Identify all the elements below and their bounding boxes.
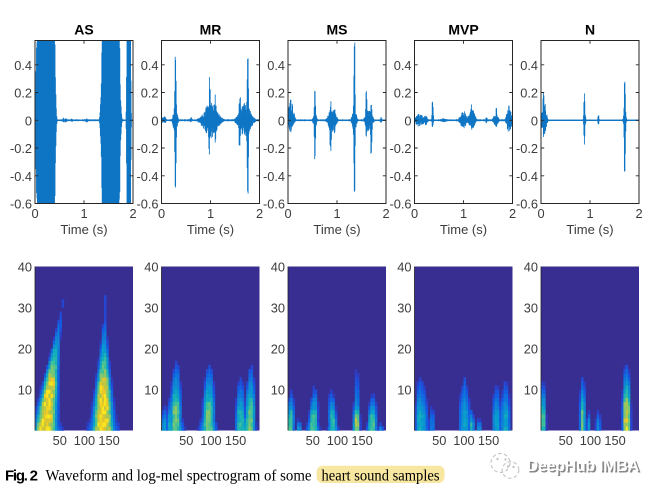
svg-text:Time (s): Time (s) <box>566 222 613 237</box>
svg-text:-0.4: -0.4 <box>389 169 411 184</box>
svg-text:MS: MS <box>327 22 348 38</box>
svg-text:0.4: 0.4 <box>14 58 32 73</box>
svg-text:100: 100 <box>200 433 221 448</box>
svg-text:Waveform and log-mel spectrogr: Waveform and log-mel spectrogram of some <box>46 468 312 485</box>
svg-text:50: 50 <box>306 433 320 448</box>
svg-text:0.2: 0.2 <box>141 86 159 101</box>
svg-text:0.4: 0.4 <box>394 58 412 73</box>
svg-text:Time (s): Time (s) <box>60 222 107 237</box>
svg-text:40: 40 <box>144 260 158 275</box>
svg-text:0: 0 <box>31 206 38 221</box>
svg-text:50: 50 <box>53 433 67 448</box>
svg-text:-0.4: -0.4 <box>10 169 32 184</box>
svg-text:0: 0 <box>531 114 538 129</box>
svg-text:50: 50 <box>432 433 446 448</box>
svg-text:10: 10 <box>524 383 538 398</box>
svg-text:100: 100 <box>580 433 601 448</box>
svg-text:1: 1 <box>586 206 593 221</box>
svg-text:0.2: 0.2 <box>394 86 412 101</box>
svg-text:Time (s): Time (s) <box>440 222 487 237</box>
svg-text:AS: AS <box>74 22 93 38</box>
svg-text:30: 30 <box>18 301 32 316</box>
svg-text:0.4: 0.4 <box>141 58 159 73</box>
svg-text:20: 20 <box>18 342 32 357</box>
svg-text:2: 2 <box>635 206 642 221</box>
svg-text:-0.2: -0.2 <box>10 141 32 156</box>
svg-text:Time (s): Time (s) <box>187 222 234 237</box>
svg-text:1: 1 <box>207 206 214 221</box>
svg-text:0.4: 0.4 <box>520 58 538 73</box>
svg-text:50: 50 <box>179 433 193 448</box>
svg-text:1: 1 <box>460 206 467 221</box>
svg-text:-0.2: -0.2 <box>136 141 158 156</box>
svg-text:1: 1 <box>80 206 87 221</box>
svg-text:0: 0 <box>25 114 32 129</box>
svg-text:-0.6: -0.6 <box>263 197 285 212</box>
svg-text:40: 40 <box>271 260 285 275</box>
svg-text:Fig. 2: Fig. 2 <box>5 468 38 485</box>
svg-text:-0.2: -0.2 <box>263 141 285 156</box>
svg-text:30: 30 <box>397 301 411 316</box>
svg-text:-0.6: -0.6 <box>10 197 32 212</box>
svg-text:0.2: 0.2 <box>520 86 538 101</box>
svg-text:MR: MR <box>200 22 222 38</box>
svg-text:150: 150 <box>98 433 119 448</box>
svg-text:1: 1 <box>333 206 340 221</box>
svg-text:30: 30 <box>271 301 285 316</box>
svg-text:0: 0 <box>537 206 544 221</box>
svg-text:0: 0 <box>278 114 285 129</box>
svg-text:150: 150 <box>604 433 625 448</box>
svg-text:2: 2 <box>382 206 389 221</box>
svg-text:heart sound samples: heart sound samples <box>322 468 440 485</box>
svg-text:Time (s): Time (s) <box>313 222 360 237</box>
svg-text:0: 0 <box>404 114 411 129</box>
svg-text:10: 10 <box>397 383 411 398</box>
svg-text:2: 2 <box>509 206 516 221</box>
svg-text:DeepHub IMBA: DeepHub IMBA <box>528 460 641 477</box>
svg-text:2: 2 <box>256 206 263 221</box>
svg-text:0: 0 <box>411 206 418 221</box>
svg-text:10: 10 <box>271 383 285 398</box>
svg-text:150: 150 <box>478 433 499 448</box>
svg-text:30: 30 <box>524 301 538 316</box>
svg-text:0.4: 0.4 <box>267 58 285 73</box>
svg-text:-0.2: -0.2 <box>389 141 411 156</box>
svg-text:0.2: 0.2 <box>14 86 32 101</box>
svg-text:-0.2: -0.2 <box>516 141 538 156</box>
svg-text:0: 0 <box>284 206 291 221</box>
svg-text:150: 150 <box>351 433 372 448</box>
svg-text:-0.4: -0.4 <box>516 169 538 184</box>
svg-text:100: 100 <box>327 433 348 448</box>
svg-text:0: 0 <box>151 114 158 129</box>
svg-text:-0.6: -0.6 <box>516 197 538 212</box>
svg-text:40: 40 <box>397 260 411 275</box>
svg-text:150: 150 <box>225 433 246 448</box>
svg-text:DeepHub IMBA: DeepHub IMBA <box>527 458 640 475</box>
svg-text:-0.4: -0.4 <box>263 169 285 184</box>
svg-text:10: 10 <box>144 383 158 398</box>
svg-text:100: 100 <box>453 433 474 448</box>
svg-text:-0.6: -0.6 <box>389 197 411 212</box>
svg-text:-0.6: -0.6 <box>136 197 158 212</box>
svg-text:20: 20 <box>271 342 285 357</box>
svg-text:100: 100 <box>74 433 95 448</box>
svg-text:MVP: MVP <box>448 22 478 38</box>
svg-text:-0.4: -0.4 <box>136 169 158 184</box>
svg-text:0: 0 <box>158 206 165 221</box>
svg-text:20: 20 <box>144 342 158 357</box>
svg-text:10: 10 <box>18 383 32 398</box>
svg-text:20: 20 <box>524 342 538 357</box>
svg-text:40: 40 <box>524 260 538 275</box>
svg-text:2: 2 <box>129 206 136 221</box>
svg-text:0.2: 0.2 <box>267 86 285 101</box>
svg-text:40: 40 <box>18 260 32 275</box>
svg-text:N: N <box>585 22 595 38</box>
svg-text:20: 20 <box>397 342 411 357</box>
svg-text:50: 50 <box>559 433 573 448</box>
svg-text:30: 30 <box>144 301 158 316</box>
